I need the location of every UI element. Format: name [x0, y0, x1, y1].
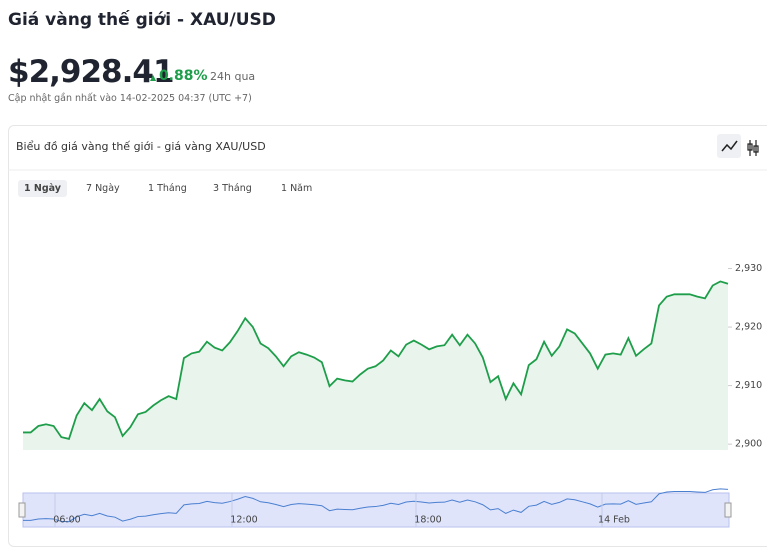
change-period: 24h qua	[210, 70, 256, 83]
page: Giá vàng thế giới - XAU/USD $2,928.41 ▲ …	[8, 10, 767, 547]
change-value: 0.88%	[158, 68, 208, 84]
area	[23, 281, 728, 450]
navigator-label: 06:00	[53, 515, 80, 526]
navigator-label: 12:00	[230, 515, 257, 526]
tab[interactable]: 3 Tháng	[213, 183, 252, 194]
line-icon	[721, 140, 738, 152]
y-tick-label: 2,900	[735, 439, 762, 450]
line	[23, 280, 729, 440]
chart: 2,900 2,910 2,920 2,930 06:00 12:00 18:00 14 Fe…	[8, 134, 767, 528]
navigator-line	[23, 488, 729, 523]
tab[interactable]: 1 Ngày	[18, 180, 67, 197]
navigator-handle[interactable]	[724, 502, 732, 518]
tab[interactable]: 7 Ngày	[86, 183, 120, 194]
y-tick-label: 2,910	[735, 380, 762, 391]
candle-mode-button[interactable]	[747, 140, 759, 156]
change: ▲ 0.88%	[150, 68, 208, 84]
navigator-label: 14 Feb	[598, 515, 630, 526]
navigator-handle[interactable]	[18, 502, 26, 518]
navigator-label: 18:00	[414, 515, 441, 526]
price: $2,928.41	[8, 54, 175, 90]
y-tick-label: 2,920	[735, 322, 762, 333]
card-title: Biểu đồ giá vàng thế giới - giá vàng XAU…	[16, 140, 266, 153]
updated: Cập nhật gần nhất vào 14-02-2025 04:37 (…	[8, 93, 252, 104]
tab[interactable]: 1 Năm	[281, 183, 313, 194]
y-tick-label: 2,930	[735, 263, 762, 274]
tab[interactable]: 1 Tháng	[148, 183, 187, 194]
page-title: Giá vàng thế giới - XAU/USD	[8, 10, 276, 30]
